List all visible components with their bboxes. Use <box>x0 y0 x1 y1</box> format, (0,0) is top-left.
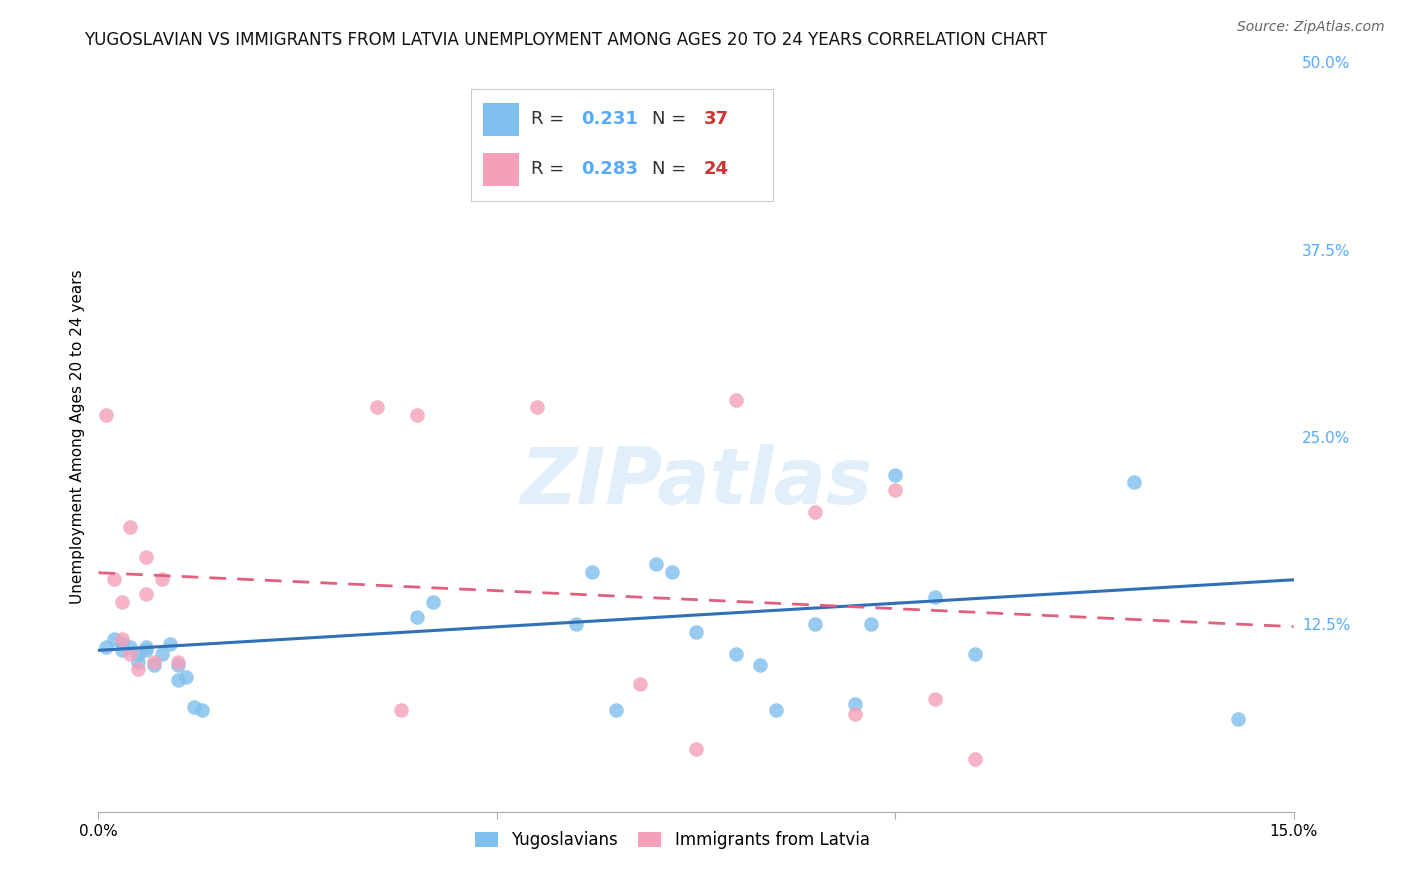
Point <box>111 595 134 609</box>
Point <box>127 655 149 669</box>
Point <box>422 595 444 609</box>
Point <box>804 617 827 632</box>
Point <box>103 632 125 647</box>
Y-axis label: Unemployment Among Ages 20 to 24 years: Unemployment Among Ages 20 to 24 years <box>69 269 84 605</box>
Point <box>685 741 707 756</box>
Point <box>844 697 866 711</box>
Text: N =: N = <box>652 110 692 128</box>
Legend: Yugoslavians, Immigrants from Latvia: Yugoslavians, Immigrants from Latvia <box>468 824 876 855</box>
Point <box>111 637 134 651</box>
Point <box>159 637 181 651</box>
Point <box>135 643 157 657</box>
Point <box>120 640 142 654</box>
Point <box>628 677 651 691</box>
Text: 24: 24 <box>704 160 728 178</box>
Point <box>111 632 134 647</box>
Point <box>150 573 173 587</box>
Point <box>111 643 134 657</box>
Point <box>167 673 190 687</box>
Point <box>685 624 707 639</box>
Point <box>96 640 118 654</box>
Text: 0.231: 0.231 <box>581 110 638 128</box>
Point <box>143 655 166 669</box>
Point <box>389 703 412 717</box>
Point <box>765 703 787 717</box>
Text: Source: ZipAtlas.com: Source: ZipAtlas.com <box>1237 20 1385 34</box>
Point <box>724 392 747 407</box>
Point <box>1123 475 1146 489</box>
Point <box>174 670 197 684</box>
Point <box>844 707 866 722</box>
Point <box>143 657 166 672</box>
Point <box>135 640 157 654</box>
Point <box>150 648 173 662</box>
Point <box>724 648 747 662</box>
Point <box>1226 712 1249 726</box>
Point <box>167 657 190 672</box>
Text: YUGOSLAVIAN VS IMMIGRANTS FROM LATVIA UNEMPLOYMENT AMONG AGES 20 TO 24 YEARS COR: YUGOSLAVIAN VS IMMIGRANTS FROM LATVIA UN… <box>84 31 1047 49</box>
Point <box>565 617 588 632</box>
Point <box>963 752 986 766</box>
Point <box>804 505 827 519</box>
Point <box>963 648 986 662</box>
Text: N =: N = <box>652 160 692 178</box>
Text: R =: R = <box>531 110 571 128</box>
Point <box>526 400 548 414</box>
Point <box>550 175 572 189</box>
Point <box>96 408 118 422</box>
Point <box>103 573 125 587</box>
Point <box>661 565 683 579</box>
Point <box>135 549 157 564</box>
Point <box>120 648 142 662</box>
Point <box>581 565 603 579</box>
Point <box>605 703 627 717</box>
Point <box>183 699 205 714</box>
Point <box>366 400 388 414</box>
Point <box>127 662 149 676</box>
Point <box>748 657 770 672</box>
Point <box>135 587 157 601</box>
Text: ZIPatlas: ZIPatlas <box>520 444 872 520</box>
Text: 0.283: 0.283 <box>581 160 638 178</box>
Point <box>191 703 214 717</box>
Point <box>924 692 946 706</box>
Point <box>127 648 149 662</box>
Point <box>167 655 190 669</box>
Point <box>860 617 883 632</box>
Point <box>884 467 907 482</box>
Point <box>924 591 946 605</box>
Point <box>120 520 142 534</box>
Point <box>884 483 907 497</box>
Text: R =: R = <box>531 160 571 178</box>
Bar <box>484 153 519 186</box>
Point <box>406 610 429 624</box>
Text: 37: 37 <box>704 110 728 128</box>
Point <box>406 408 429 422</box>
Point <box>645 558 668 572</box>
Bar <box>484 103 519 136</box>
